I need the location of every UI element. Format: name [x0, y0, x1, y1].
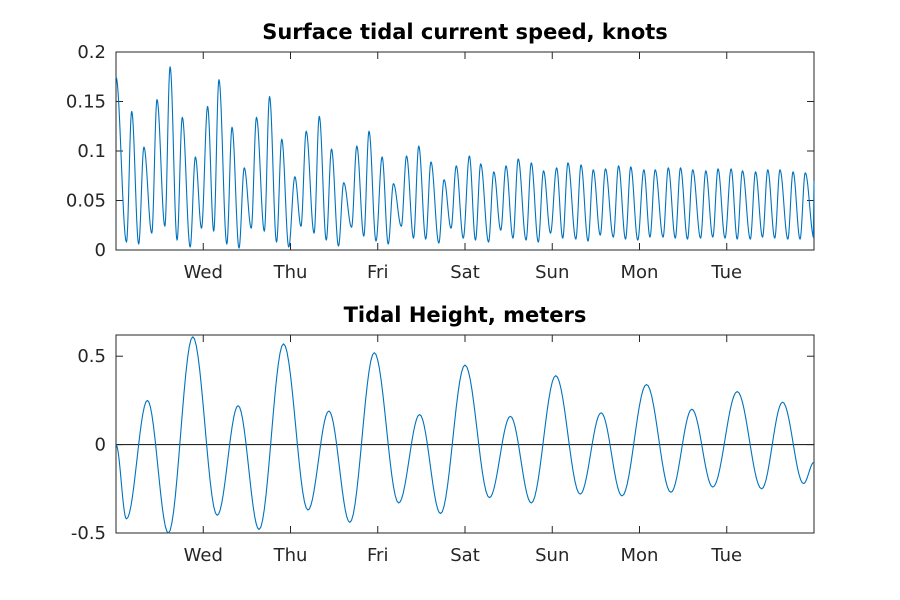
tidal-height-title: Tidal Height, meters — [344, 303, 587, 327]
current-speed-y-ticks: 0 0.05 0.1 0.15 0.2 — [66, 42, 814, 261]
tidal-height-x-tick-label: Wed — [184, 545, 223, 566]
tidal-height-x-tick-label: Sun — [535, 545, 569, 566]
current-speed-x-tick-label: Wed — [184, 262, 223, 283]
tidal-height-x-tick-label: Tue — [710, 545, 742, 566]
tidal-height-line — [115, 336, 815, 534]
current-speed-x-tick-label: Thu — [273, 262, 308, 283]
current-speed-title: Surface tidal current speed, knots — [262, 20, 668, 44]
tidal-height-axes — [115, 334, 815, 534]
current-speed-x-tick-label: Fri — [367, 262, 388, 283]
current-speed-line — [115, 66, 815, 249]
current-speed-y-tick-label: 0.05 — [66, 191, 106, 212]
current-speed-x-ticks: Wed Thu Fri Sat Sun Mon Tue — [184, 52, 742, 283]
current-speed-x-tick-label: Mon — [621, 262, 659, 283]
current-speed-x-tick-label: Sat — [450, 262, 480, 283]
tidal-height-y-ticks: -0.5 0 0.5 — [71, 346, 814, 544]
current-speed-panel: Surface tidal current speed, knots 0 0.05… — [66, 20, 815, 283]
tidal-height-x-tick-label: Mon — [621, 545, 659, 566]
current-speed-y-tick-label: 0.1 — [77, 141, 106, 162]
tidal-height-x-ticks: Wed Thu Fri Sat Sun Mon Tue — [184, 335, 742, 566]
tidal-height-x-tick-label: Sat — [450, 545, 480, 566]
current-speed-y-tick-label: 0 — [95, 240, 106, 261]
tidal-height-y-tick-label: -0.5 — [71, 523, 106, 544]
current-speed-x-tick-label: Sun — [535, 262, 569, 283]
tidal-height-panel: Tidal Height, meters -0.5 0 0.5 Wed Thu Fri S… — [71, 303, 815, 566]
current-speed-x-tick-label: Tue — [710, 262, 742, 283]
tidal-height-y-tick-label: 0 — [95, 435, 106, 456]
tidal-height-x-tick-label: Thu — [273, 545, 308, 566]
current-speed-y-tick-label: 0.2 — [77, 42, 106, 63]
tidal-height-y-tick-label: 0.5 — [77, 346, 106, 367]
tidal-height-x-tick-label: Fri — [367, 545, 388, 566]
current-speed-y-tick-label: 0.15 — [66, 92, 106, 113]
